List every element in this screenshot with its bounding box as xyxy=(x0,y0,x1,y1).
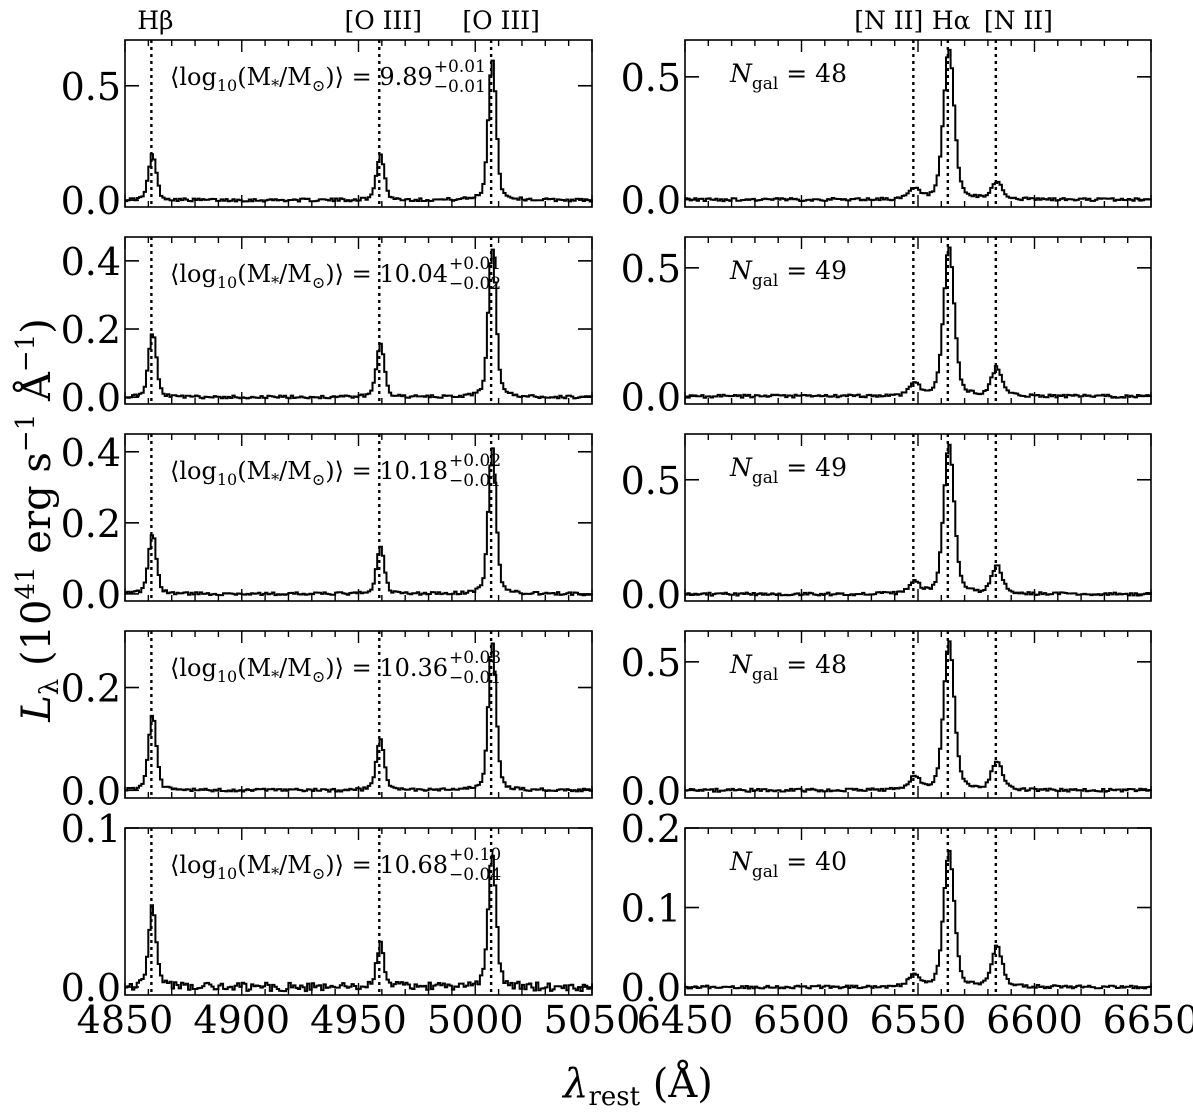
y-tick-label: 0.1 xyxy=(61,807,121,851)
spectrum-line xyxy=(685,246,1152,399)
x-tick-label: 4950 xyxy=(310,998,407,1042)
mass-annotation: ⟨log10(M*/M⊙)⟩ = 10.68 xyxy=(170,851,448,883)
panel-left-2: 0.0 0.2 0.4 ⟨log10(M*/M⊙)⟩ = 10.04 +0.01−0.0… xyxy=(61,236,593,420)
ngal-annotation: Ngal = 48 xyxy=(729,650,847,685)
x-axis-label: λrest (Å) xyxy=(561,1060,713,1107)
y-tick-label: 0.5 xyxy=(61,65,121,109)
spectrum-line xyxy=(685,443,1152,597)
ngal-annotation: Ngal = 49 xyxy=(729,256,847,291)
y-tick-label: 0.2 xyxy=(621,807,681,851)
y-tick-label: 0.2 xyxy=(61,502,121,546)
y-tick-label: 0.0 xyxy=(621,179,681,223)
mass-upper-error: +0.03 xyxy=(449,648,501,668)
x-tick-label: 6500 xyxy=(753,998,850,1042)
spectrum-line xyxy=(125,59,593,203)
y-tick-label: 0.0 xyxy=(61,769,121,813)
x-tick-label: 5000 xyxy=(427,998,524,1042)
ngal-annotation: Ngal = 48 xyxy=(729,59,847,94)
mass-lower-error: −0.04 xyxy=(449,865,501,885)
panel-right-5: 0.0 0.1 0.2 6450 6500 6550 6600 6650 Ngal = 40 xyxy=(621,807,1193,1042)
mass-lower-error: −0.01 xyxy=(434,77,486,97)
y-tick-label: 0.1 xyxy=(621,887,681,931)
emission-line-label: Hα xyxy=(932,6,971,35)
x-tick-label: 6550 xyxy=(870,998,967,1042)
mass-upper-error: +0.01 xyxy=(434,57,486,77)
mass-lower-error: −0.02 xyxy=(449,274,501,294)
spectrum-line xyxy=(125,642,593,793)
panel-frame xyxy=(684,236,1152,405)
mass-annotation: ⟨log10(M*/M⊙)⟩ = 9.89 xyxy=(170,63,433,95)
panel-left-1: 0.0 0.5 ⟨log10(M*/M⊙)⟩ = 9.89 +0.01−0.01 xyxy=(61,39,593,223)
y-tick-label: 0.0 xyxy=(61,179,121,223)
x-tick-label: 6450 xyxy=(637,998,734,1042)
panel-left-5: 0.0 0.1 4850 4900 4950 5000 5050 ⟨log10(M*/M⊙)⟩… xyxy=(61,807,641,1042)
mass-annotation: ⟨log10(M*/M⊙)⟩ = 10.04 xyxy=(170,260,448,292)
panel-frame xyxy=(684,39,1152,208)
spectrum-line xyxy=(125,447,593,597)
y-tick-label: 0.5 xyxy=(621,56,681,100)
panel-frame xyxy=(684,827,1152,996)
emission-line-label: [N II] xyxy=(854,6,923,35)
spectrum-line xyxy=(685,849,1152,990)
panel-left-3: 0.0 0.2 0.4 ⟨log10(M*/M⊙)⟩ = 10.18 +0.02−0.0… xyxy=(61,431,593,617)
mass-upper-error: +0.01 xyxy=(449,254,501,274)
y-tick-label: 0.0 xyxy=(621,573,681,617)
spectrum-line xyxy=(125,854,593,993)
y-tick-label: 0.0 xyxy=(61,376,121,420)
y-tick-label: 0.0 xyxy=(621,769,681,813)
y-tick-label: 0.5 xyxy=(621,247,681,291)
y-tick-label: 0.2 xyxy=(61,308,121,352)
panel-right-2: 0.0 0.5 Ngal = 49 xyxy=(621,236,1152,419)
panel-frame xyxy=(684,630,1152,799)
panel-frame xyxy=(684,433,1152,602)
ngal-annotation: Ngal = 49 xyxy=(729,453,847,488)
panel-right-4: 0.0 0.5 Ngal = 48 xyxy=(621,630,1152,813)
y-tick-label: 0.5 xyxy=(621,459,681,503)
spectrum-line xyxy=(685,48,1152,203)
y-axis-label: Lλ (1041 erg s−1 Å−1) xyxy=(11,318,65,723)
y-tick-label: 0.0 xyxy=(621,375,681,419)
x-tick-label: 4900 xyxy=(193,998,290,1042)
panel-right-3: 0.0 0.5 Ngal = 49 xyxy=(621,433,1152,617)
y-tick-label: 0.0 xyxy=(61,966,121,1010)
mass-lower-error: −0.01 xyxy=(449,471,501,491)
y-tick-label: 0.0 xyxy=(61,573,121,617)
ngal-annotation: Ngal = 40 xyxy=(729,847,847,882)
x-tick-label: 6650 xyxy=(1103,998,1193,1042)
emission-line-label: [O III] xyxy=(462,6,540,35)
mass-annotation: ⟨log10(M*/M⊙)⟩ = 10.18 xyxy=(170,457,448,489)
x-tick-label: 6600 xyxy=(986,998,1083,1042)
y-tick-label: 0.2 xyxy=(61,667,121,711)
spectrum-line xyxy=(685,640,1152,793)
mass-annotation: ⟨log10(M*/M⊙)⟩ = 10.36 xyxy=(170,654,448,686)
spectrum-line xyxy=(125,248,593,400)
x-tick-label: 4850 xyxy=(77,998,174,1042)
panel-left-4: 0.0 0.2 ⟨log10(M*/M⊙)⟩ = 10.36 +0.03−0.01 xyxy=(61,630,593,813)
emission-line-label: [O III] xyxy=(344,6,422,35)
emission-line-label: Hβ xyxy=(137,6,173,35)
y-tick-label: 0.4 xyxy=(61,431,121,475)
y-tick-label: 0.5 xyxy=(621,641,681,685)
emission-line-label: [N II] xyxy=(984,6,1053,35)
panel-right-1: 0.0 0.5 Ngal = 48 xyxy=(621,39,1152,223)
mass-upper-error: +0.02 xyxy=(449,451,501,471)
y-tick-label: 0.4 xyxy=(61,240,121,284)
mass-lower-error: −0.01 xyxy=(449,668,501,688)
mass-upper-error: +0.10 xyxy=(449,845,501,865)
x-tick-label: 5050 xyxy=(544,998,641,1042)
y-tick-label: 0.0 xyxy=(621,966,681,1010)
